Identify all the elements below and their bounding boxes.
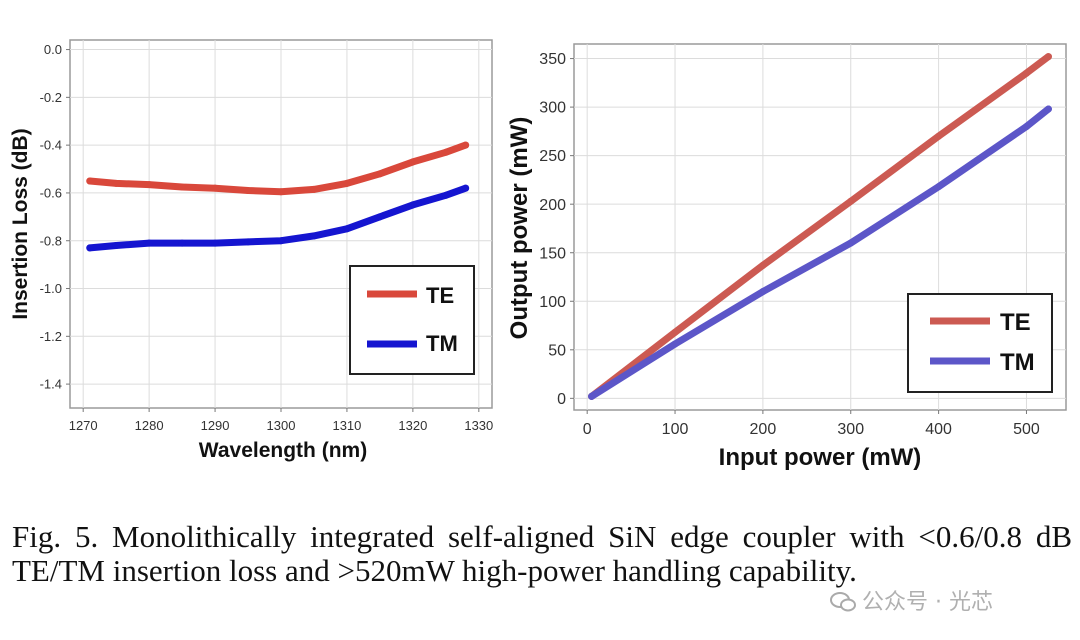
right-data-point-tm — [847, 239, 855, 247]
left-x-ticks: 1270 1280 1290 1300 1310 1320 1330 — [69, 408, 493, 433]
right-data-point-tm — [759, 288, 767, 296]
left-data-point-tm — [409, 201, 417, 209]
right-ytick-label: 350 — [539, 51, 566, 68]
output-power-chart: 0 50 100 150 200 250 300 350 0 100 200 300 400 500 I… — [506, 43, 1067, 471]
left-legend-box — [349, 265, 475, 375]
left-data-point-tm — [145, 239, 153, 247]
left-xtick-label: 1310 — [332, 418, 361, 433]
right-data-point-tm — [671, 340, 679, 348]
right-data-point-te — [1022, 69, 1030, 77]
left-data-point-tm — [310, 232, 318, 240]
right-data-point-te — [935, 132, 943, 140]
right-data-point-te — [1044, 53, 1052, 61]
right-legend: TE TM — [907, 293, 1053, 393]
left-legend: TE TM — [349, 265, 475, 375]
right-xtick-label: 100 — [662, 421, 689, 438]
left-ytick-label: -0.2 — [40, 90, 62, 105]
right-xtick-label: 0 — [583, 421, 592, 438]
right-legend-box — [907, 293, 1053, 393]
left-ytick-label: 0.0 — [44, 42, 62, 57]
chat-bubbles-icon — [830, 592, 856, 612]
left-series — [86, 141, 470, 252]
left-data-point-tm — [343, 225, 351, 233]
left-data-point-te — [178, 183, 186, 191]
left-legend-tm-label: TM — [426, 331, 458, 356]
left-data-point-tm — [462, 184, 470, 192]
left-x-axis-label: Wavelength (nm) — [199, 439, 367, 462]
left-ytick-label: -1.4 — [40, 377, 62, 392]
right-x-axis-label: Input power (mW) — [719, 444, 922, 471]
left-ytick-label: -0.6 — [40, 185, 62, 200]
right-data-point-te — [847, 197, 855, 205]
figure: 0.0 -0.2 -0.4 -0.6 -0.8 -1.0 -1.2 -1.4 1270 1280… — [9, 39, 1067, 471]
left-data-point-te — [442, 148, 450, 156]
right-data-point-tm — [1022, 123, 1030, 131]
watermark: 公众号 · 光芯 — [830, 584, 993, 616]
left-xtick-label: 1300 — [267, 418, 296, 433]
left-data-point-tm — [244, 238, 252, 246]
right-ytick-label: 50 — [548, 342, 566, 359]
left-data-point-te — [409, 158, 417, 166]
left-ytick-label: -1.2 — [40, 329, 62, 344]
left-data-point-te — [343, 179, 351, 187]
figure-caption: Fig. 5. Monolithically integrated self-a… — [12, 519, 1072, 588]
left-xtick-label: 1330 — [464, 418, 493, 433]
left-y-ticks: 0.0 -0.2 -0.4 -0.6 -0.8 -1.0 -1.2 -1.4 — [40, 42, 70, 392]
left-data-point-te — [244, 187, 252, 195]
right-y-axis-label: Output power (mW) — [506, 117, 533, 340]
left-xtick-label: 1290 — [201, 418, 230, 433]
right-ytick-label: 150 — [539, 245, 566, 262]
right-ytick-label: 300 — [539, 100, 566, 117]
left-xtick-label: 1270 — [69, 418, 98, 433]
insertion-loss-chart: 0.0 -0.2 -0.4 -0.6 -0.8 -1.0 -1.2 -1.4 1270 1280… — [9, 39, 493, 462]
watermark-text: 公众号 · 光芯 — [862, 590, 993, 615]
left-xtick-label: 1280 — [135, 418, 164, 433]
left-data-point-tm — [277, 237, 285, 245]
right-data-point-tm — [935, 183, 943, 191]
left-legend-te-label: TE — [426, 283, 454, 308]
right-xtick-label: 400 — [925, 421, 952, 438]
right-xtick-label: 500 — [1013, 421, 1040, 438]
right-data-point-te — [759, 261, 767, 269]
left-data-point-tm — [376, 213, 384, 221]
right-x-ticks: 0 100 200 300 400 500 — [583, 410, 1040, 438]
left-data-point-te — [462, 141, 470, 149]
left-xtick-label: 1320 — [398, 418, 427, 433]
left-data-point-te — [376, 170, 384, 178]
right-ytick-label: 250 — [539, 148, 566, 165]
right-data-point-tm — [1044, 105, 1052, 113]
right-xtick-label: 200 — [750, 421, 777, 438]
left-data-point-tm — [211, 239, 219, 247]
left-ytick-label: -0.4 — [40, 138, 62, 153]
left-data-point-te — [310, 185, 318, 193]
right-ytick-label: 200 — [539, 197, 566, 214]
right-ytick-label: 0 — [557, 391, 566, 408]
right-data-point-tm — [588, 392, 596, 400]
left-data-point-tm — [442, 191, 450, 199]
left-data-point-tm — [178, 239, 186, 247]
left-data-point-te — [86, 177, 94, 185]
left-data-point-tm — [86, 244, 94, 252]
right-legend-te-label: TE — [1000, 309, 1031, 336]
right-series — [588, 53, 1052, 400]
right-xtick-label: 300 — [837, 421, 864, 438]
left-data-point-te — [277, 188, 285, 196]
left-y-axis-label: Insertion Loss (dB) — [9, 128, 32, 319]
left-ytick-label: -1.0 — [40, 281, 62, 296]
right-y-ticks: 0 50 100 150 200 250 300 350 — [539, 51, 574, 408]
left-data-point-te — [145, 181, 153, 189]
right-data-point-te — [671, 328, 679, 336]
left-data-point-tm — [112, 242, 120, 250]
left-data-point-te — [112, 179, 120, 187]
right-ytick-label: 100 — [539, 294, 566, 311]
right-legend-tm-label: TM — [1000, 349, 1035, 376]
left-ytick-label: -0.8 — [40, 233, 62, 248]
left-data-point-te — [211, 184, 219, 192]
